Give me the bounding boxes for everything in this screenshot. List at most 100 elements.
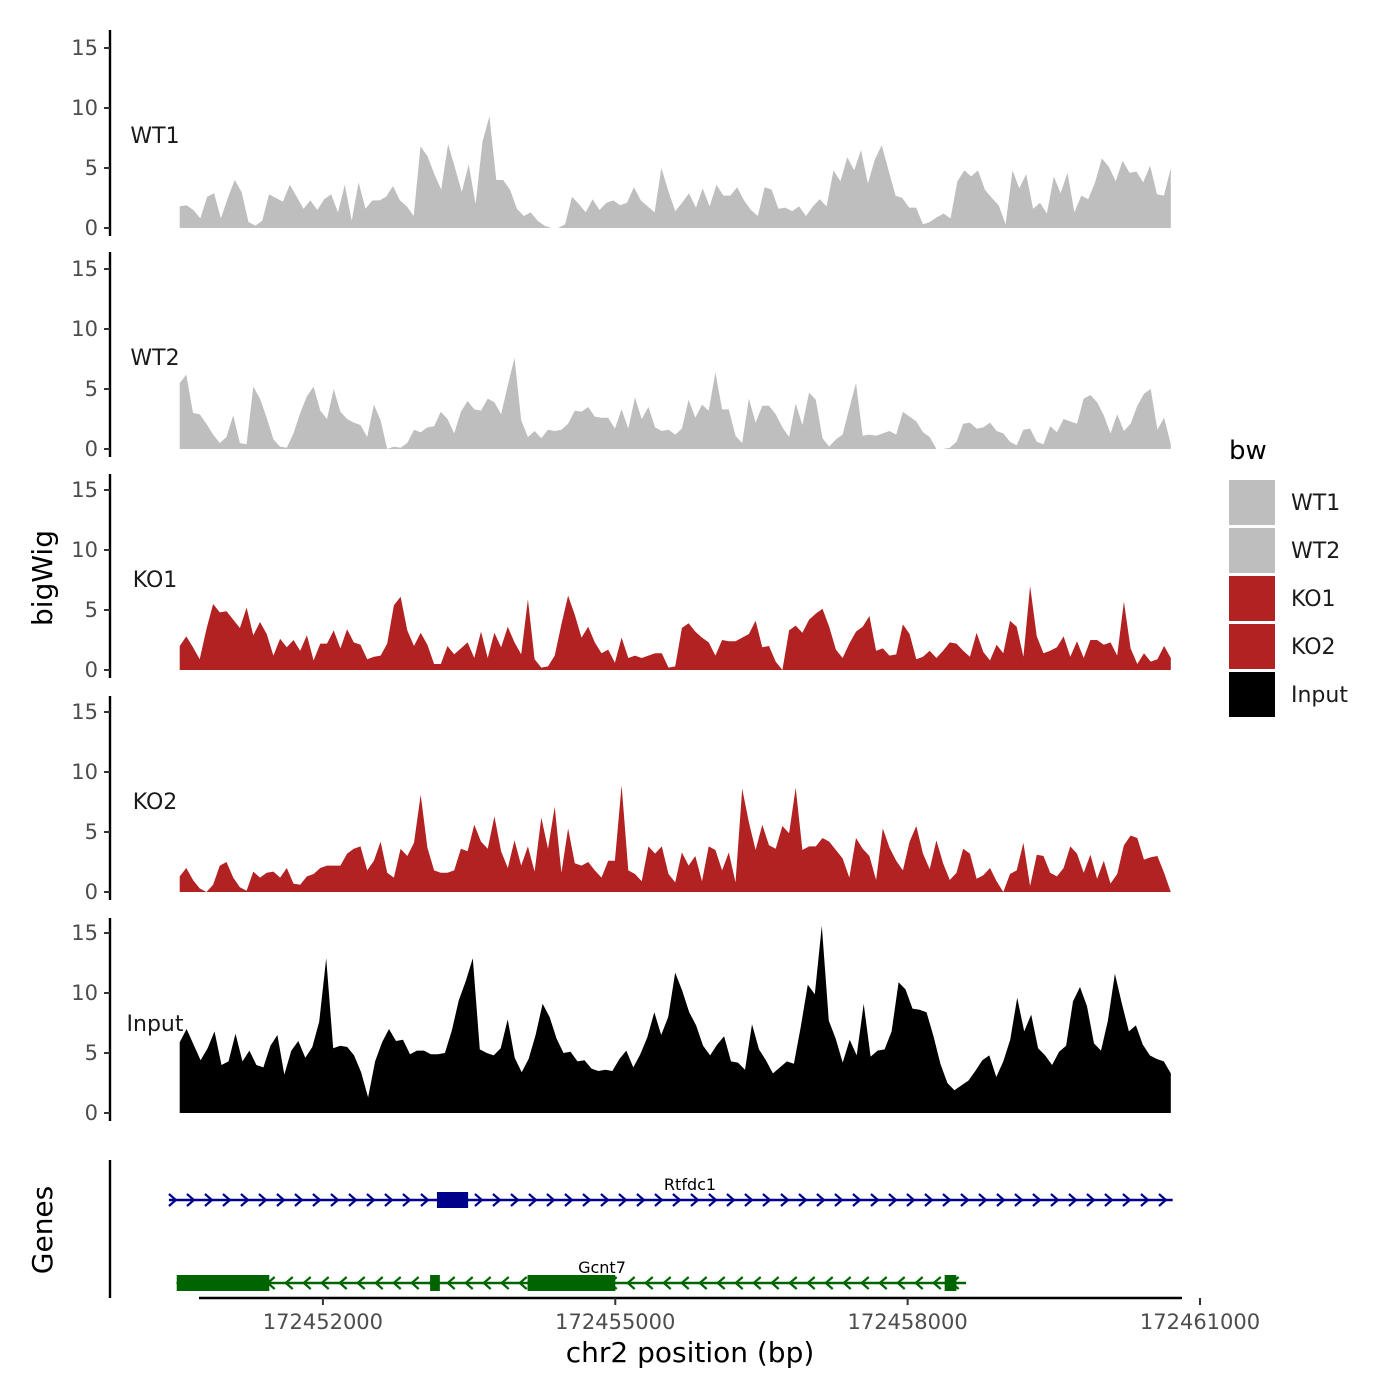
track-wt1: 0 5 10 15 WT1 bbox=[71, 30, 1171, 240]
legend-item-ko2: KO2 bbox=[1229, 624, 1336, 669]
strand-chevron bbox=[222, 1193, 232, 1207]
legend-item-ko1: KO1 bbox=[1229, 576, 1336, 621]
strand-chevron bbox=[626, 1276, 636, 1290]
strand-chevron bbox=[878, 1276, 888, 1290]
x-axis: 172452000 172455000 172458000 172461000 bbox=[199, 1296, 1260, 1334]
legend-label: Input bbox=[1291, 683, 1348, 708]
gene-exon bbox=[176, 1275, 270, 1291]
strand-chevron bbox=[384, 1193, 394, 1207]
legend-swatch bbox=[1229, 528, 1275, 573]
strand-chevron bbox=[510, 1193, 520, 1207]
strand-chevron bbox=[420, 1193, 430, 1207]
strand-chevron bbox=[1104, 1193, 1114, 1207]
legend-label: KO1 bbox=[1291, 587, 1336, 612]
x-axis-title: chr2 position (bp) bbox=[566, 1336, 815, 1369]
genes-layer: Rtfdc1 Gcnt7 bbox=[108, 1160, 1173, 1298]
gene-exon bbox=[944, 1275, 957, 1291]
strand-chevron bbox=[482, 1276, 492, 1290]
strand-chevron bbox=[1014, 1193, 1024, 1207]
strand-chevron bbox=[294, 1193, 304, 1207]
track-wt2: 0 5 10 15 WT2 bbox=[71, 252, 1171, 461]
strand-chevron bbox=[474, 1193, 484, 1207]
track-label: Input bbox=[127, 1012, 184, 1037]
strand-chevron bbox=[366, 1193, 376, 1207]
legend-label: WT2 bbox=[1291, 539, 1340, 564]
strand-chevron bbox=[978, 1193, 988, 1207]
gene-exon bbox=[430, 1275, 440, 1291]
strand-chevron bbox=[1140, 1193, 1150, 1207]
strand-chevron bbox=[348, 1193, 358, 1207]
strand-chevron bbox=[698, 1276, 708, 1290]
strand-chevron bbox=[204, 1193, 214, 1207]
strand-chevron bbox=[834, 1193, 844, 1207]
strand-chevron bbox=[726, 1193, 736, 1207]
strand-chevron bbox=[680, 1276, 690, 1290]
track-label: KO2 bbox=[133, 790, 178, 815]
legend-swatch bbox=[1229, 624, 1275, 669]
y-tick-label: 10 bbox=[71, 760, 98, 784]
strand-chevron bbox=[284, 1276, 294, 1290]
x-tick-label: 172452000 bbox=[263, 1310, 383, 1334]
strand-chevron bbox=[816, 1193, 826, 1207]
coverage-area-ko1 bbox=[179, 586, 1171, 670]
strand-chevron bbox=[798, 1193, 808, 1207]
strand-chevron bbox=[708, 1193, 718, 1207]
strand-chevron bbox=[842, 1276, 852, 1290]
strand-chevron bbox=[330, 1193, 340, 1207]
strand-chevron bbox=[636, 1193, 646, 1207]
y-tick-label: 10 bbox=[71, 317, 98, 341]
strand-chevron bbox=[752, 1276, 762, 1290]
strand-chevron bbox=[546, 1193, 556, 1207]
y-tick-label: 15 bbox=[71, 257, 98, 281]
strand-chevron bbox=[762, 1193, 772, 1207]
strand-chevron bbox=[374, 1276, 384, 1290]
strand-chevron bbox=[960, 1193, 970, 1207]
strand-chevron bbox=[996, 1193, 1006, 1207]
strand-chevron bbox=[338, 1276, 348, 1290]
strand-chevron bbox=[644, 1276, 654, 1290]
y-tick-label: 15 bbox=[71, 478, 98, 502]
strand-chevron bbox=[564, 1193, 574, 1207]
strand-chevron bbox=[312, 1193, 322, 1207]
y-tick-label: 15 bbox=[71, 700, 98, 724]
track-label: WT2 bbox=[130, 346, 179, 371]
strand-chevron bbox=[618, 1193, 628, 1207]
y-tick-label: 0 bbox=[85, 658, 98, 682]
strand-chevron bbox=[888, 1193, 898, 1207]
gene-name-label: Rtfdc1 bbox=[664, 1175, 716, 1194]
strand-chevron bbox=[392, 1276, 402, 1290]
strand-chevron bbox=[186, 1193, 196, 1207]
y-tick-label: 10 bbox=[71, 96, 98, 120]
strand-chevron bbox=[654, 1193, 664, 1207]
strand-chevron bbox=[1122, 1193, 1132, 1207]
y-axis-title: bigWig bbox=[26, 530, 59, 626]
track-input: 0 5 10 15 Input bbox=[71, 918, 1171, 1125]
legend-swatch bbox=[1229, 480, 1275, 525]
y-tick-label: 5 bbox=[85, 820, 98, 844]
track-ko2: 0 5 10 15 KO2 bbox=[71, 696, 1171, 904]
strand-chevron bbox=[906, 1193, 916, 1207]
gene-exon bbox=[436, 1192, 469, 1208]
strand-chevron bbox=[500, 1276, 510, 1290]
x-tick-label: 172455000 bbox=[555, 1310, 675, 1334]
strand-chevron bbox=[896, 1276, 906, 1290]
coverage-area-ko2 bbox=[179, 785, 1171, 892]
strand-chevron bbox=[1050, 1193, 1060, 1207]
gene-name-label: Gcnt7 bbox=[578, 1258, 626, 1277]
y-tick-label: 5 bbox=[85, 598, 98, 622]
legend-item-wt1: WT1 bbox=[1229, 480, 1340, 525]
coverage-area-wt1 bbox=[179, 116, 1171, 228]
strand-chevron bbox=[356, 1276, 366, 1290]
strand-chevron bbox=[860, 1276, 870, 1290]
strand-chevron bbox=[518, 1276, 528, 1290]
strand-chevron bbox=[690, 1193, 700, 1207]
y-tick-label: 0 bbox=[85, 880, 98, 904]
strand-chevron bbox=[942, 1193, 952, 1207]
strand-chevron bbox=[824, 1276, 834, 1290]
strand-chevron bbox=[258, 1193, 268, 1207]
strand-chevron bbox=[780, 1193, 790, 1207]
strand-chevron bbox=[492, 1193, 502, 1207]
strand-chevron bbox=[806, 1276, 816, 1290]
y-tick-label: 0 bbox=[85, 1101, 98, 1125]
strand-chevron bbox=[320, 1276, 330, 1290]
